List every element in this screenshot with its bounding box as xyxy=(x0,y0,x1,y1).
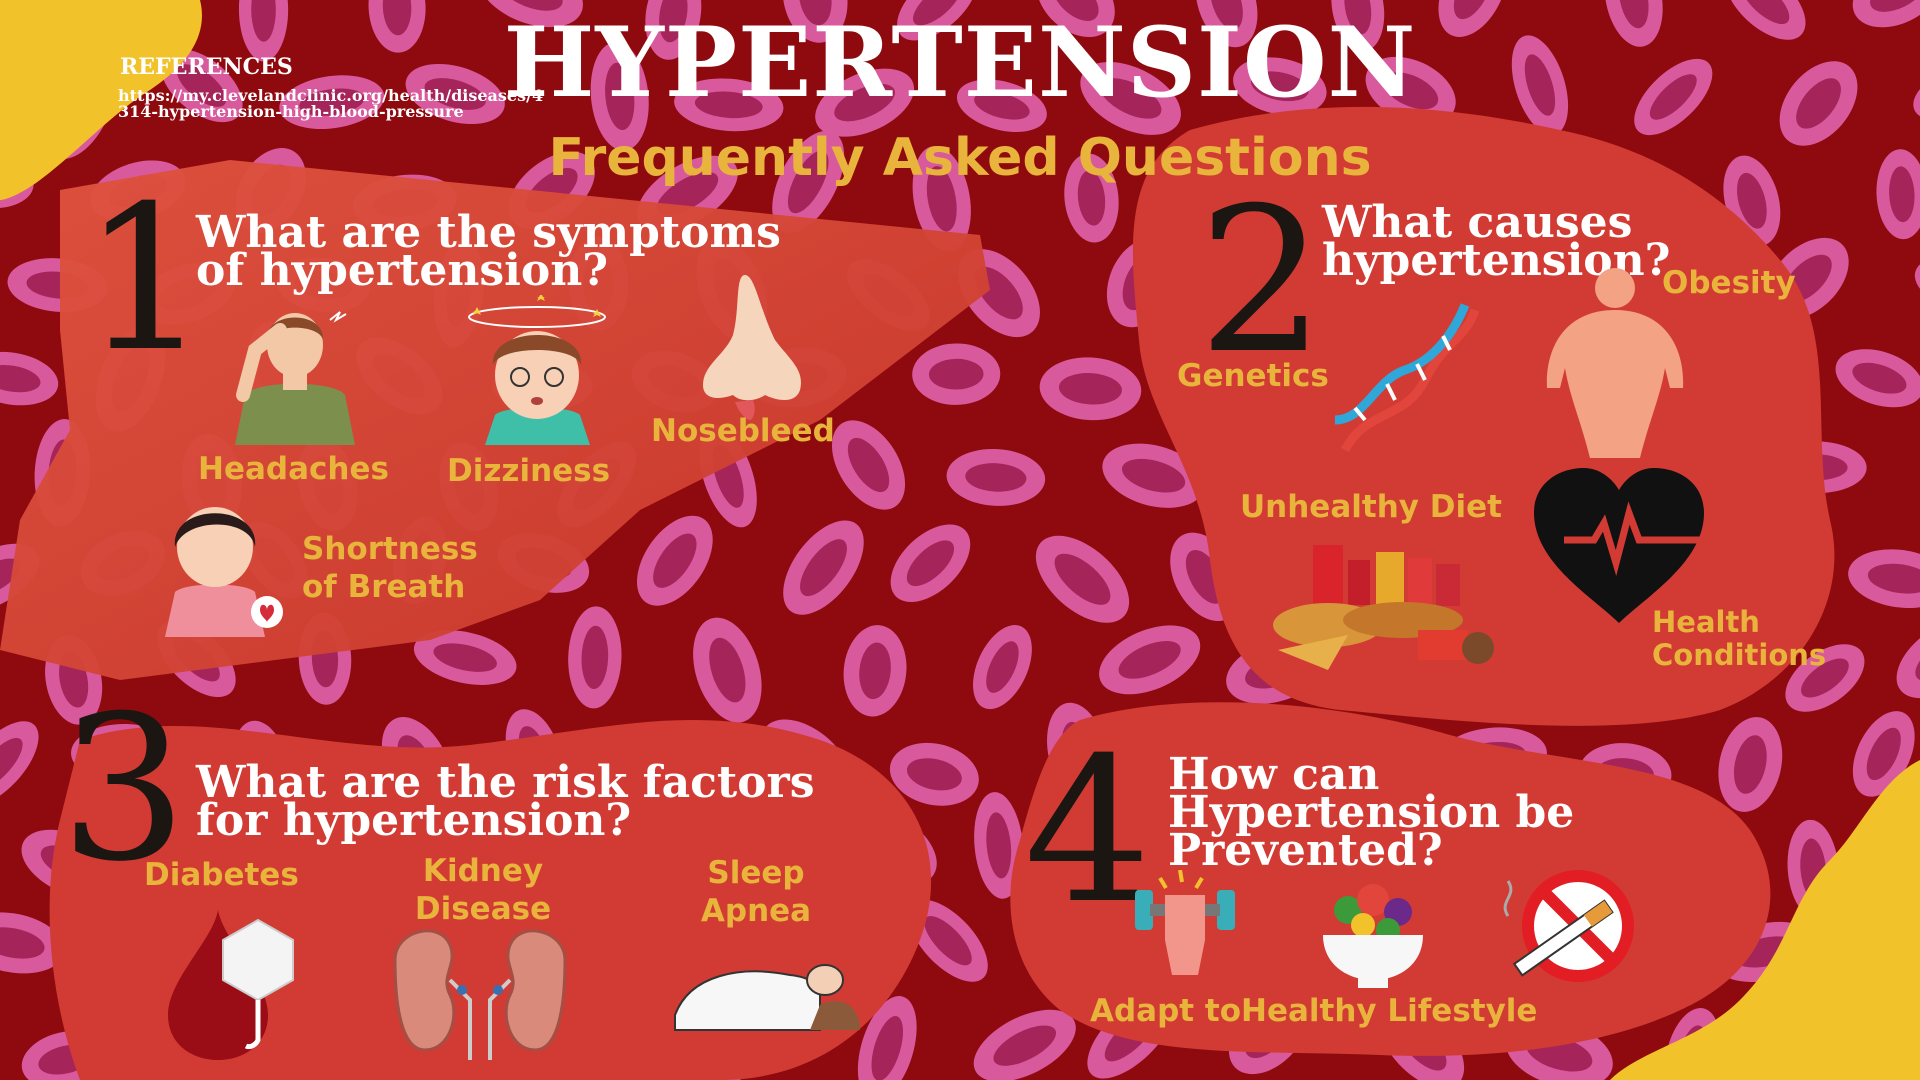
salad-bowl-icon xyxy=(1323,884,1423,988)
sleeping-person-icon xyxy=(674,964,860,1031)
kidneys-icon xyxy=(393,929,567,1060)
junk-food-icon xyxy=(1273,545,1494,670)
references-url: https://my.clevelandclinic.org/health/di… xyxy=(118,86,544,121)
section-question-1: What are the symptoms of hypertension? xyxy=(196,207,781,296)
breathless-girl-icon xyxy=(165,507,283,637)
symptom-label-dizziness: Dizziness xyxy=(447,453,611,489)
dizzy-person-icon xyxy=(468,295,606,445)
references-heading: REFERENCES xyxy=(120,54,293,80)
cause-label-health-conditions: Health Conditions xyxy=(1652,605,1827,672)
yellow-blob-top-left xyxy=(0,0,202,200)
blood-drop-sugar-icon xyxy=(168,910,294,1060)
risk-label-diabetes: Diabetes xyxy=(144,857,299,893)
cause-label-genetics: Genetics xyxy=(1177,358,1329,394)
cause-label-obesity: Obesity xyxy=(1662,265,1796,301)
page-title: HYPERTENSION xyxy=(503,6,1417,119)
page-subtitle: Frequently Asked Questions xyxy=(548,128,1372,188)
obese-body-icon xyxy=(1546,268,1684,458)
cause-label-unhealthy-diet: Unhealthy Diet xyxy=(1240,489,1502,525)
symptom-label-nosebleed: Nosebleed xyxy=(651,413,835,449)
dna-icon xyxy=(1334,303,1480,453)
dumbbell-fist-icon xyxy=(1135,870,1235,975)
headache-person-icon xyxy=(235,311,355,445)
risk-label-sleep-apnea: Sleep Apnea xyxy=(700,855,812,929)
section-number-4: 4 xyxy=(1024,715,1152,948)
section-number-1: 1 xyxy=(82,163,210,396)
nose-icon xyxy=(703,275,801,420)
section-question-4: How can Hypertension be Prevented? xyxy=(1168,749,1575,876)
section-question-2: What causes hypertension? xyxy=(1322,197,1671,286)
section-number-2: 2 xyxy=(1198,165,1326,398)
symptom-label-headaches: Headaches xyxy=(198,451,389,487)
no-smoking-icon xyxy=(1503,870,1634,982)
section-question-3: What are the risk factors for hypertensi… xyxy=(196,757,815,846)
risk-label-kidney-disease: Kidney Disease xyxy=(414,853,552,927)
symptom-label-shortness-of-breath: Shortness of Breath xyxy=(302,531,478,605)
heart-pulse-icon xyxy=(1534,468,1744,623)
prevention-label-healthy-lifestyle: Adapt toHealthy Lifestyle xyxy=(1090,993,1538,1029)
section-number-3: 3 xyxy=(60,673,188,906)
yellow-blob-bottom-right xyxy=(1610,760,1920,1080)
